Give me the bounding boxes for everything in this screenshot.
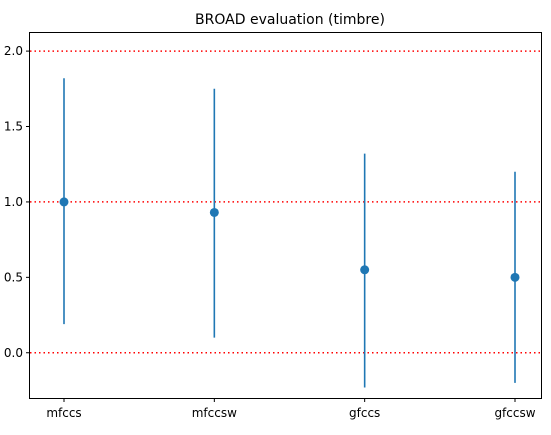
x-tick-label-2: gfccs [349, 406, 380, 420]
y-tick-label-0: 0.0 [4, 346, 23, 360]
y-tick-label-2: 1.0 [4, 195, 23, 209]
y-tick-label-1: 0.5 [4, 270, 23, 284]
y-tick-label-3: 1.5 [4, 120, 23, 134]
data-point-mfccs [59, 197, 69, 207]
plot-area: 0.0 0.5 1.0 1.5 2.0 mfccs mfccsw gfccs gfccsw [4, 44, 541, 420]
chart-title: BROAD evaluation (timbre) [195, 12, 385, 28]
x-tick-label-1: mfccsw [192, 406, 237, 420]
x-tick-label-0: mfccs [46, 406, 81, 420]
data-point-gfccsw [510, 272, 520, 282]
y-tick-label-4: 2.0 [4, 44, 23, 58]
plot-frame [29, 32, 542, 399]
data-point-gfccs [360, 265, 370, 275]
x-tick-label-3: gfccsw [494, 406, 535, 420]
data-point-mfccsw [209, 207, 219, 217]
